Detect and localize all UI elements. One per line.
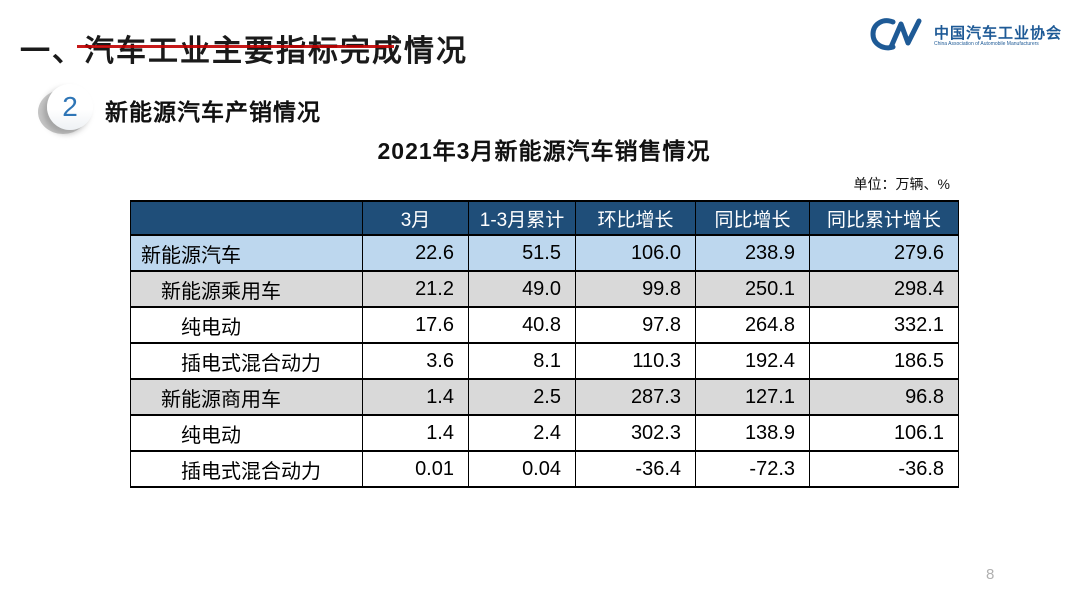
caam-monogram-icon <box>869 16 927 57</box>
row-value: 264.8 <box>695 306 810 344</box>
column-header: 1-3月累计 <box>468 200 576 236</box>
row-label: 新能源商用车 <box>130 378 363 416</box>
row-value: 0.01 <box>362 450 469 488</box>
unit-note: 单位：万辆、% <box>853 176 950 192</box>
row-label: 新能源汽车 <box>130 234 363 272</box>
row-value: 21.2 <box>362 270 469 308</box>
row-value: 302.3 <box>575 414 696 452</box>
row-value: 127.1 <box>695 378 810 416</box>
row-value: 96.8 <box>809 378 959 416</box>
section-number: 2 <box>62 91 78 122</box>
table-row: 插电式混合动力 0.01 0.04 -36.4 -72.3 -36.8 <box>130 450 959 488</box>
caam-logo-text: 中国汽车工业协会 China Association of Automobile… <box>934 25 1062 48</box>
table-row: 纯电动 17.6 40.8 97.8 264.8 332.1 <box>130 306 959 344</box>
sales-table-body: 新能源汽车 22.6 51.5 106.0 238.9 279.6 新能源乘用车 21.2 49… <box>130 234 959 488</box>
table-row: 新能源汽车 22.6 51.5 106.0 238.9 279.6 <box>130 234 959 272</box>
row-value: 106.1 <box>809 414 959 452</box>
row-value: 238.9 <box>695 234 810 272</box>
row-value: 138.9 <box>695 414 810 452</box>
row-value: 250.1 <box>695 270 810 308</box>
row-value: 2.5 <box>468 378 576 416</box>
table-row: 新能源乘用车 21.2 49.0 99.8 250.1 298.4 <box>130 270 959 308</box>
column-header: 同比增长 <box>695 200 810 236</box>
row-value: 8.1 <box>468 342 576 380</box>
row-value: 192.4 <box>695 342 810 380</box>
column-header: 同比累计增长 <box>809 200 959 236</box>
table-row: 新能源商用车 1.4 2.5 287.3 127.1 96.8 <box>130 378 959 416</box>
row-value: 99.8 <box>575 270 696 308</box>
section-number-badge: 2 <box>47 84 93 130</box>
row-value: 1.4 <box>362 378 469 416</box>
section-title: 新能源汽车产销情况 <box>105 99 321 125</box>
row-value: 1.4 <box>362 414 469 452</box>
sales-table-grid: 3月 1-3月累计 环比增长 同比增长 同比累计增长 新能源汽车 22.6 51.5 106.… <box>130 200 959 488</box>
row-label: 插电式混合动力 <box>130 450 363 488</box>
row-label: 纯电动 <box>130 306 363 344</box>
row-value: 110.3 <box>575 342 696 380</box>
page-title: 一、汽车工业主要指标完成情况 <box>20 35 468 68</box>
row-value: 279.6 <box>809 234 959 272</box>
caam-logo: 中国汽车工业协会 China Association of Automobile… <box>869 16 1062 57</box>
table-row: 纯电动 1.4 2.4 302.3 138.9 106.1 <box>130 414 959 452</box>
row-value: 17.6 <box>362 306 469 344</box>
column-header: 3月 <box>362 200 469 236</box>
row-value: -36.8 <box>809 450 959 488</box>
row-value: 332.1 <box>809 306 959 344</box>
row-label: 新能源乘用车 <box>130 270 363 308</box>
sales-table: 3月 1-3月累计 环比增长 同比增长 同比累计增长 新能源汽车 22.6 51.5 106.… <box>130 200 959 488</box>
row-value: 287.3 <box>575 378 696 416</box>
row-label: 纯电动 <box>130 414 363 452</box>
row-value: 298.4 <box>809 270 959 308</box>
row-value: -36.4 <box>575 450 696 488</box>
row-value: 3.6 <box>362 342 469 380</box>
row-value: 106.0 <box>575 234 696 272</box>
row-value: 51.5 <box>468 234 576 272</box>
title-strikethrough-line <box>77 45 394 48</box>
caam-name-en: China Association of Automobile Manufact… <box>933 41 1039 48</box>
column-header: 环比增长 <box>575 200 696 236</box>
row-value: 2.4 <box>468 414 576 452</box>
row-value: 0.04 <box>468 450 576 488</box>
row-value: 186.5 <box>809 342 959 380</box>
page-number: 8 <box>986 566 995 583</box>
row-label: 插电式混合动力 <box>130 342 363 380</box>
caam-name-cn: 中国汽车工业协会 <box>933 25 1062 42</box>
table-row: 插电式混合动力 3.6 8.1 110.3 192.4 186.5 <box>130 342 959 380</box>
row-value: 97.8 <box>575 306 696 344</box>
row-value: 40.8 <box>468 306 576 344</box>
column-header <box>130 200 363 236</box>
row-value: 49.0 <box>468 270 576 308</box>
table-title: 2021年3月新能源汽车销售情况 <box>377 138 711 164</box>
row-value: -72.3 <box>695 450 810 488</box>
table-header-row: 3月 1-3月累计 环比增长 同比增长 同比累计增长 <box>130 200 959 236</box>
row-value: 22.6 <box>362 234 469 272</box>
